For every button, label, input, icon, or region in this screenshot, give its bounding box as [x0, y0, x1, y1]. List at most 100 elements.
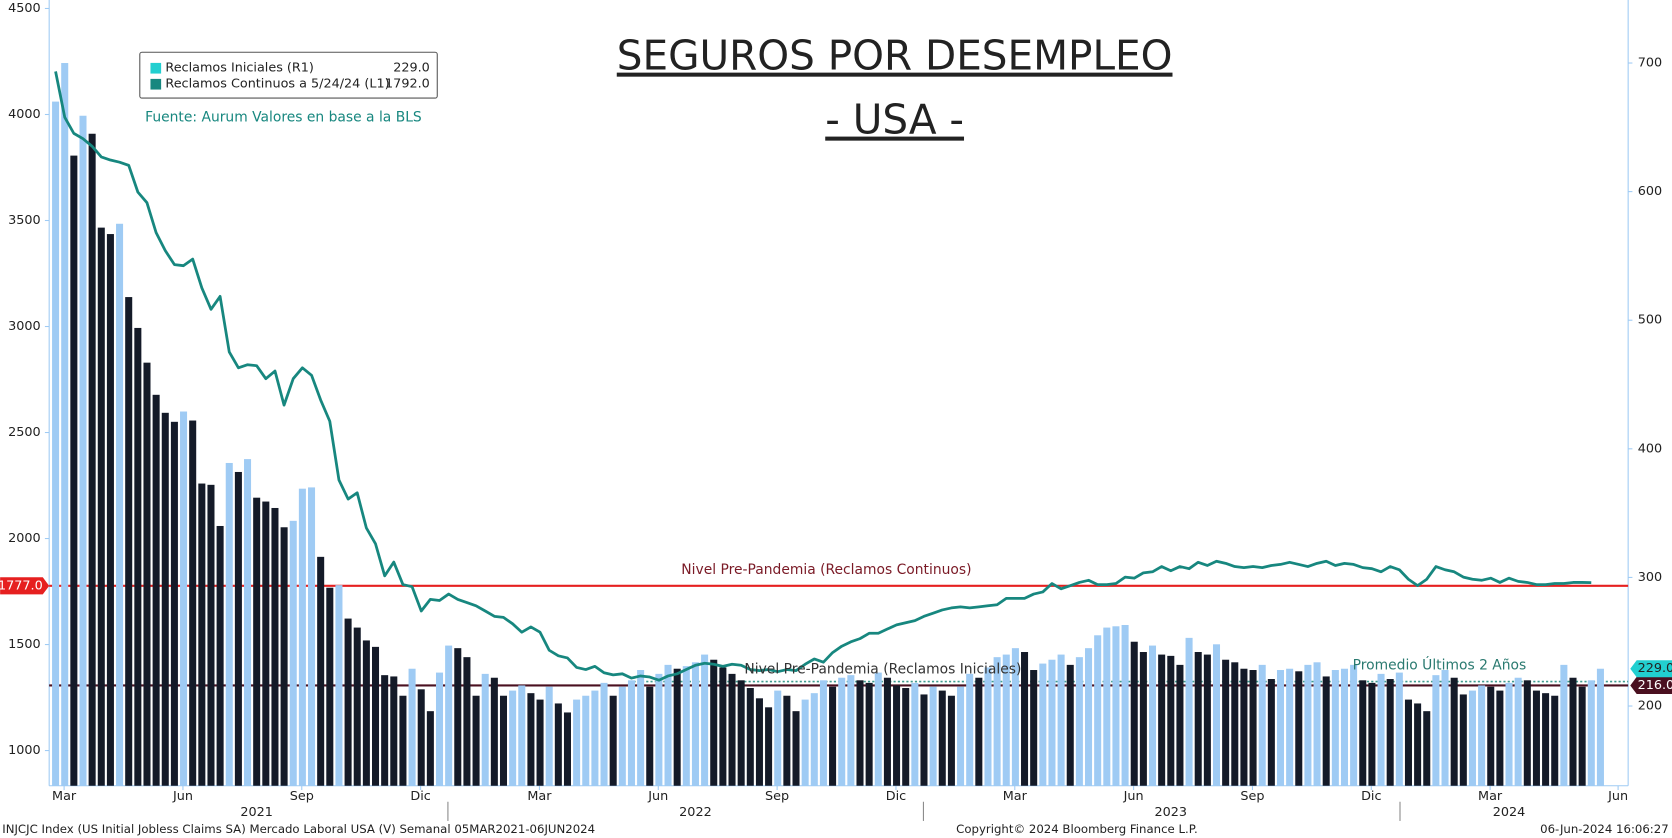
bar — [1048, 659, 1056, 786]
value-tag — [0, 577, 50, 595]
bar — [1386, 679, 1394, 786]
value-tag — [1630, 676, 1672, 694]
bar — [774, 690, 782, 786]
bar — [399, 695, 407, 786]
x-tick-label: Mar — [1003, 789, 1028, 804]
y2-tick-label: 300 — [1638, 570, 1662, 585]
bar — [810, 693, 818, 786]
bar — [618, 686, 626, 786]
bar — [1203, 654, 1211, 786]
bar — [801, 699, 809, 786]
value-tag-label: 1777.0 — [0, 578, 43, 593]
bar — [1267, 679, 1275, 786]
bar — [938, 690, 946, 786]
bar — [591, 690, 599, 786]
bar — [280, 527, 288, 786]
bar — [1532, 690, 1540, 786]
x-tick-label: Dic — [886, 789, 906, 804]
bar — [52, 101, 60, 786]
y2-tick-label: 500 — [1638, 313, 1662, 328]
x-tick-label: Jun — [647, 789, 668, 804]
bar — [1066, 664, 1074, 786]
y-tick-label: 4000 — [8, 107, 41, 122]
bar — [362, 640, 370, 786]
y-tick-label: 3500 — [8, 213, 41, 228]
chart-subtitle: - USA - — [825, 96, 964, 144]
bar — [97, 227, 105, 786]
bar — [353, 627, 361, 786]
bar — [1176, 664, 1184, 786]
value-tag-label: 216.0 — [1638, 678, 1672, 693]
bar — [116, 223, 124, 786]
bar — [1212, 644, 1221, 786]
bar — [1505, 682, 1513, 786]
bar — [1414, 703, 1422, 786]
x-tick-label: Jun — [1123, 789, 1144, 804]
bar — [545, 686, 553, 786]
y-tick-label: 3000 — [8, 319, 41, 334]
bar — [874, 672, 882, 786]
bar — [61, 63, 69, 786]
bar — [1395, 672, 1403, 786]
bar — [207, 484, 215, 786]
y-tick-label: 2500 — [8, 425, 41, 440]
bar — [856, 680, 864, 786]
bar — [920, 694, 928, 786]
source-note: Fuente: Aurum Valores en base a la BLS — [145, 109, 422, 125]
bar — [682, 666, 690, 786]
bar — [271, 507, 279, 786]
bar — [765, 707, 773, 786]
bar — [1148, 645, 1157, 786]
bar — [1304, 664, 1312, 786]
bar — [234, 471, 242, 786]
x-tick-label: Mar — [52, 789, 77, 804]
bar — [170, 421, 178, 786]
x-tick-label: Sep — [1240, 789, 1264, 804]
bar — [308, 487, 316, 786]
bar — [408, 668, 416, 786]
bar — [189, 420, 197, 786]
bar — [262, 501, 270, 786]
bar — [609, 695, 617, 786]
legend-value: 1792.0 — [385, 77, 430, 92]
bar — [984, 667, 992, 786]
bar — [792, 711, 800, 786]
bar — [1331, 670, 1339, 786]
x-tick-label: Sep — [290, 789, 314, 804]
bar — [1542, 693, 1550, 786]
bar — [180, 411, 188, 786]
legend: Reclamos Iniciales (R1) 229.0 Reclamos Con… — [139, 51, 438, 99]
bar — [582, 695, 590, 786]
bar — [463, 657, 471, 786]
bar — [838, 677, 846, 786]
y2-tick-label: 700 — [1638, 56, 1662, 71]
bar — [1404, 699, 1412, 786]
bar — [957, 686, 965, 786]
bar — [88, 133, 96, 786]
bar — [344, 618, 352, 786]
bar — [1276, 670, 1285, 786]
reference-label: Promedio Últimos 2 Años — [1353, 656, 1527, 674]
bar — [106, 234, 114, 786]
bar — [719, 667, 727, 786]
y2-tick-label: 400 — [1638, 441, 1662, 456]
footer-right: 06-Jun-2024 16:06:27 — [1540, 822, 1669, 836]
bar — [1514, 677, 1522, 786]
y2-tick-label: 600 — [1638, 184, 1662, 199]
bar — [481, 673, 489, 786]
bar — [1313, 662, 1321, 786]
bar — [225, 462, 233, 786]
bar — [554, 703, 562, 786]
bar — [518, 685, 526, 786]
x-year-label: 2021 — [240, 805, 273, 820]
bar — [1249, 670, 1257, 786]
bar — [1222, 659, 1230, 786]
bar — [435, 672, 444, 786]
bar — [298, 488, 306, 786]
bar — [1158, 654, 1166, 786]
bar — [829, 686, 837, 786]
legend-box — [139, 51, 438, 99]
bar — [1377, 673, 1385, 786]
bar — [993, 657, 1001, 786]
